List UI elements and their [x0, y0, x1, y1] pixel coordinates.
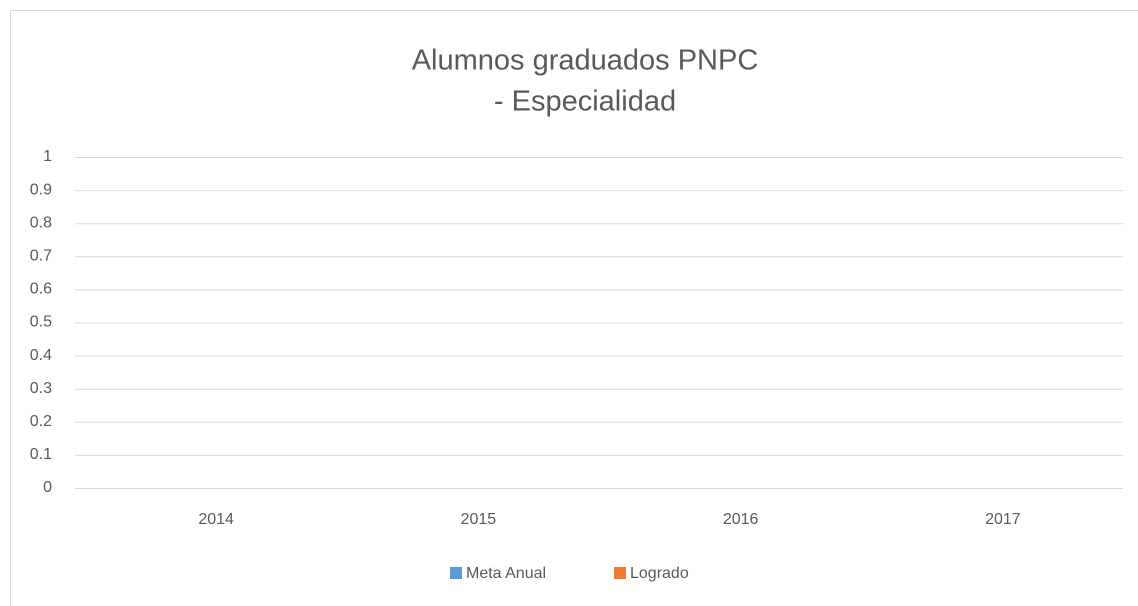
y-tick-label: 0 — [43, 479, 52, 496]
y-tick-label: 0.4 — [30, 347, 52, 364]
y-tick-label: 0.9 — [30, 181, 52, 198]
y-tick-label: 0.8 — [30, 214, 52, 231]
y-tick-label: 0.7 — [30, 248, 52, 265]
y-tick-label: 0.5 — [30, 314, 52, 331]
legend-label: Logrado — [630, 565, 689, 582]
legend-swatch — [614, 567, 626, 579]
chart-title: Alumnos graduados PNPC — [412, 45, 759, 77]
x-tick-label: 2014 — [198, 511, 234, 528]
y-tick-label: 0.6 — [30, 281, 52, 298]
x-tick-label: 2017 — [985, 511, 1021, 528]
x-tick-label: 2016 — [723, 511, 759, 528]
chart-title: - Especialidad — [494, 86, 676, 118]
y-tick-label: 0.3 — [30, 380, 52, 397]
y-tick-label: 0.2 — [30, 413, 52, 430]
legend-label: Meta Anual — [466, 565, 546, 582]
y-tick-label: 1 — [43, 148, 52, 165]
legend-swatch — [450, 567, 462, 579]
chart-frame — [10, 10, 1138, 606]
y-tick-label: 0.1 — [30, 446, 52, 463]
x-tick-label: 2015 — [461, 511, 497, 528]
